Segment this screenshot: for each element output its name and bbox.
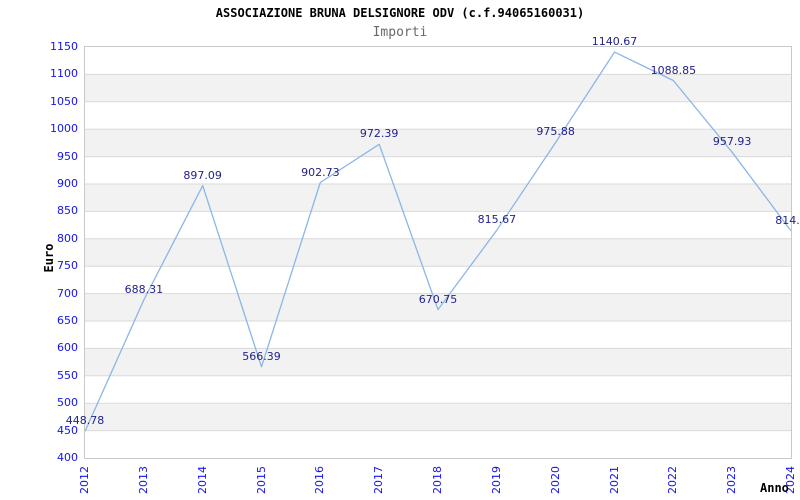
x-tick-label: 2015	[254, 466, 268, 494]
x-tick-label: 2021	[607, 466, 621, 494]
data-label: 1140.67	[591, 35, 638, 49]
y-tick-label: 850	[57, 204, 78, 218]
data-label: 902.73	[301, 165, 340, 179]
y-tick-label: 950	[57, 149, 78, 163]
data-label: 957.93	[712, 135, 752, 149]
y-tick-label: 800	[57, 231, 78, 245]
y-axis-title: Euro	[42, 243, 56, 273]
y-tick-label: 1050	[50, 94, 78, 108]
background-band	[85, 184, 791, 212]
x-tick-label: 2018	[431, 466, 444, 494]
y-tick-label: 550	[57, 368, 78, 382]
x-tick-label: 2019	[489, 466, 503, 494]
y-tick-label: 650	[57, 314, 78, 327]
y-tick-label: 900	[57, 177, 78, 190]
data-label: 814.4	[775, 213, 800, 227]
data-label: 897.09	[183, 168, 222, 182]
y-tick-label: 700	[57, 286, 78, 300]
y-tick-label: 500	[57, 396, 78, 410]
y-tick-label: 600	[57, 341, 78, 355]
background-band	[85, 348, 791, 376]
y-tick-label: 1150	[50, 40, 78, 53]
x-tick-label: 2013	[136, 466, 150, 494]
y-tick-label: 1000	[50, 122, 78, 136]
background-band	[85, 293, 791, 321]
background-band	[85, 403, 791, 431]
data-label: 688.31	[124, 283, 164, 296]
x-tick-label: 2012	[78, 466, 91, 494]
y-tick-label: 750	[57, 259, 78, 273]
x-tick-label: 2022	[666, 466, 680, 494]
y-tick-label: 1100	[50, 67, 78, 81]
background-band	[85, 74, 791, 102]
data-label: 448.78	[65, 414, 105, 428]
data-label: 1088.85	[650, 63, 697, 77]
line-chart-svg	[85, 51, 791, 432]
data-label: 975.88	[536, 125, 575, 139]
x-tick-label: 2017	[372, 466, 386, 494]
data-label: 972.39	[359, 127, 399, 141]
x-tick-label: 2020	[548, 466, 562, 494]
x-axis-title: Anno	[760, 481, 789, 495]
x-tick-label: 2014	[195, 466, 209, 494]
background-band	[85, 238, 791, 267]
data-label: 670.75	[418, 292, 458, 306]
data-label: 566.39	[242, 349, 281, 363]
x-tick-label: 2023	[725, 466, 739, 494]
line-series-importi	[85, 51, 791, 432]
x-tick-label: 2016	[313, 466, 327, 494]
chart-subtitle: Importi	[372, 25, 428, 40]
y-tick-label: 400	[57, 451, 78, 464]
y-tick-label: 450	[57, 423, 78, 437]
background-band	[85, 129, 791, 157]
data-label: 815.67	[477, 213, 517, 227]
chart-title: ASSOCIAZIONE BRUNA DELSIGNORE ODV (c.f.9…	[215, 6, 585, 20]
plot-area	[84, 46, 792, 459]
